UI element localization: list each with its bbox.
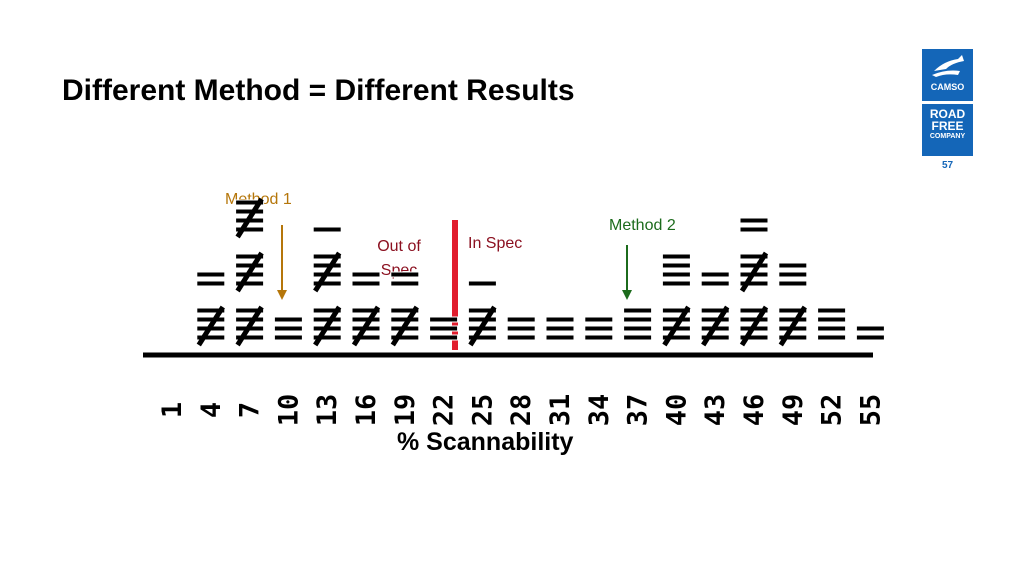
tick-labels-group: 1 4 7 10 13 16 19 22 25 28 31 34 37 40 43 46 49 52 55 [157,394,886,427]
x-tick-label: 43 [700,394,731,427]
tally-bar [390,271,420,347]
x-tick-label: 46 [739,394,770,427]
x-tick-label: 28 [506,394,537,427]
tally-bar [312,226,342,347]
tally-bar [196,271,226,347]
x-tick-label: 34 [584,394,615,427]
tally-bar [235,197,265,347]
logo-brand-text: CAMSO [930,82,965,92]
method2-arrowhead [622,290,632,300]
x-tick-label: 7 [235,402,266,418]
x-tick-label: 49 [778,394,809,427]
tally-bar [584,316,614,341]
x-tick-label: 19 [390,394,421,427]
method2-label: Method 2 [609,217,676,234]
x-tick-label: 31 [545,394,576,427]
tally-bar [778,262,808,347]
x-tick-label: 25 [467,394,498,427]
tally-bar [273,316,303,341]
tally-bar [739,217,769,347]
x-tick-label: 16 [351,394,382,427]
x-tick-label: 37 [623,394,654,427]
tally-bar [855,325,885,341]
x-tick-label: 1 [157,402,188,418]
x-tick-label: 4 [196,402,227,418]
tally-bar [351,271,381,347]
tally-bar [429,316,459,341]
x-tick-label: 13 [312,394,343,427]
tally-bar [623,307,653,341]
camso-runner-icon [932,55,964,77]
tally-bar [700,271,730,347]
x-tick-label: 10 [273,394,304,427]
tally-bar [817,307,847,341]
camso-logo: CAMSO [922,49,973,101]
tally-bar [545,316,575,341]
x-tick-label: 40 [661,394,692,427]
slide-title: Different Method = Different Results [62,74,575,107]
tally-bar [506,316,536,341]
logo-company-text: COMPANY [929,133,966,140]
logo-free-text: FREE [931,119,964,133]
tally-bar [467,280,497,347]
road-free-company-logo: ROAD FREE COMPANY [922,104,973,156]
x-tick-label: 52 [817,394,848,427]
page-number: 57 [941,160,954,171]
tally-bar [661,253,691,347]
x-tick-label: 55 [855,394,886,427]
in-spec-label: In Spec [468,235,523,252]
x-axis-label: % Scannability [397,428,574,456]
x-tick-label: 22 [429,394,460,427]
method1-arrowhead [277,290,287,300]
tally-marks-group [196,197,885,347]
logo-road-text: ROAD [929,107,966,121]
